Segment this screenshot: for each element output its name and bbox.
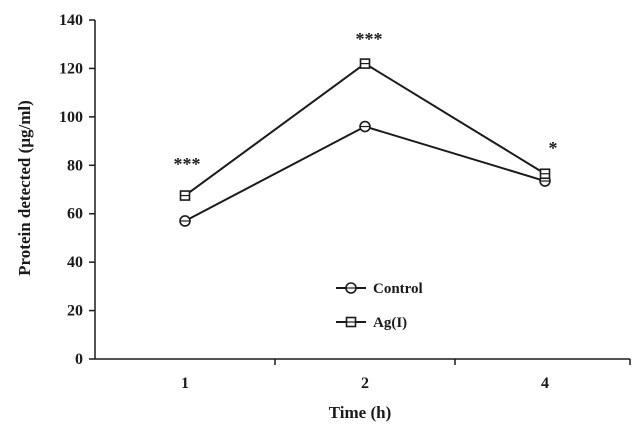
y-tick-label: 40 — [67, 254, 83, 271]
legend: Control Ag(I) — [336, 281, 423, 331]
significance-mark: *** — [356, 29, 383, 49]
axes — [94, 20, 630, 360]
x-tick-label: 1 — [181, 375, 189, 392]
y-tick-label: 120 — [59, 60, 83, 77]
x-axis-title: Time (h) — [329, 403, 392, 422]
y-tick-label: 20 — [67, 303, 83, 320]
series-ag — [179, 58, 551, 201]
y-tick-label: 140 — [59, 12, 83, 29]
y-axis-ticks: 0 20 40 60 80 100 120 140 — [59, 12, 95, 368]
x-tick-label: 2 — [361, 375, 369, 392]
y-tick-label: 80 — [67, 157, 83, 174]
x-tick-label: 4 — [541, 375, 549, 392]
x-axis-ticks: 1 2 4 — [181, 359, 631, 392]
y-axis-title: Protein detected (µg/ml) — [15, 100, 34, 276]
y-tick-label: 100 — [59, 109, 83, 126]
legend-label: Control — [373, 281, 423, 297]
legend-label: Ag(I) — [373, 315, 407, 331]
series-control — [179, 120, 551, 227]
significance-annotations: ******* — [174, 29, 558, 174]
y-tick-label: 60 — [67, 206, 83, 223]
y-tick-label: 0 — [75, 351, 83, 368]
legend-item: Ag(I) — [336, 315, 407, 331]
legend-item: Control — [336, 281, 423, 297]
significance-mark: *** — [174, 154, 201, 174]
significance-mark: * — [549, 138, 558, 158]
series-group — [179, 58, 551, 227]
